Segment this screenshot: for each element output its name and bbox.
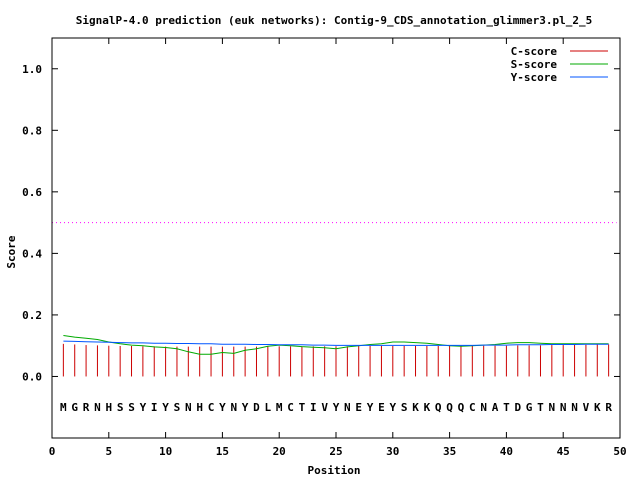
sequence-letter: Y [333, 401, 340, 414]
sequence-letter: N [344, 401, 351, 414]
sequence-letter: A [492, 401, 499, 414]
sequence-letter: K [594, 401, 601, 414]
legend-label: S-score [511, 58, 558, 71]
sequence-letter: N [560, 401, 567, 414]
sequence-letter: Y [219, 401, 226, 414]
sequence-letter: Y [242, 401, 249, 414]
sequence-letter: K [412, 401, 419, 414]
sequence-letter: Q [458, 401, 465, 414]
x-tick-label: 30 [386, 445, 399, 458]
sequence-letter: C [287, 401, 294, 414]
sequence-letter: E [355, 401, 362, 414]
y-tick-label: 0.6 [22, 186, 42, 199]
x-tick-label: 40 [500, 445, 513, 458]
sequence-letter: Y [389, 401, 396, 414]
sequence-letter: G [71, 401, 78, 414]
x-tick-label: 25 [329, 445, 342, 458]
x-tick-label: 45 [557, 445, 570, 458]
x-tick-label: 5 [105, 445, 112, 458]
y-tick-label: 1.0 [22, 63, 42, 76]
sequence-letter: Y [140, 401, 147, 414]
chart-title: SignalP-4.0 prediction (euk networks): C… [76, 14, 593, 27]
sequence-letter: E [378, 401, 385, 414]
x-tick-label: 15 [216, 445, 229, 458]
sequence-letter: N [480, 401, 487, 414]
x-tick-label: 20 [273, 445, 286, 458]
x-tick-label: 35 [443, 445, 456, 458]
y-axis-label: Score [5, 235, 18, 268]
sequence-letter: S [128, 401, 135, 414]
y-tick-label: 0.8 [22, 124, 42, 137]
x-tick-label: 10 [159, 445, 172, 458]
plot-frame [51, 37, 621, 439]
sequence-letter: C [208, 401, 215, 414]
sequence-letter: M [276, 401, 283, 414]
sequence-letter: T [299, 401, 306, 414]
sequence-letter: V [321, 401, 328, 414]
sequence-letter: N [230, 401, 237, 414]
sequence-letter: N [571, 401, 578, 414]
x-tick-label: 0 [49, 445, 56, 458]
sequence-letter: N [94, 401, 101, 414]
sequence-letter: D [253, 401, 260, 414]
sequence-letter: S [117, 401, 124, 414]
y-tick-label: 0.0 [22, 370, 42, 383]
sequence-letter: I [310, 401, 317, 414]
sequence-letter: Q [435, 401, 442, 414]
sequence-letter: D [514, 401, 521, 414]
sequence-letter: N [549, 401, 556, 414]
y-axis-ticks: 0.0 0.2 0.4 0.6 0.8 1.0 [22, 63, 620, 383]
x-tick-label: 50 [613, 445, 626, 458]
x-axis-label: Position [308, 464, 361, 477]
s-score-line [63, 335, 609, 355]
sequence-letter: Y [367, 401, 374, 414]
sequence-letter: S [401, 401, 408, 414]
legend-label: Y-score [511, 71, 558, 84]
y-tick-label: 0.4 [22, 247, 42, 260]
sequence-letter: V [583, 401, 590, 414]
sequence-letter: N [185, 401, 192, 414]
sequence-letter: I [151, 401, 158, 414]
c-score-impulses [62, 343, 610, 377]
sequence-letter: K [424, 401, 431, 414]
sequence-letter: Q [446, 401, 453, 414]
y-tick-label: 0.2 [22, 309, 42, 322]
sequence-letter: T [503, 401, 510, 414]
sequence-letter: R [605, 401, 612, 414]
sequence-letter: M [60, 401, 67, 414]
sequence-letter: C [469, 401, 476, 414]
sequence-letter: H [196, 401, 203, 414]
sequence-letter: Y [162, 401, 169, 414]
sequence-letter: R [83, 401, 90, 414]
x-axis-ticks: 0 5 10 15 20 25 30 35 40 45 50 [49, 38, 627, 458]
score-lines [63, 335, 609, 355]
y-score-line [63, 340, 609, 346]
legend-label: C-score [511, 45, 558, 58]
sequence-letter: T [537, 401, 544, 414]
sequence-letter: L [265, 401, 272, 414]
sequence-letter: H [105, 401, 112, 414]
sequence-letter: S [174, 401, 181, 414]
sequence-letter: G [526, 401, 533, 414]
